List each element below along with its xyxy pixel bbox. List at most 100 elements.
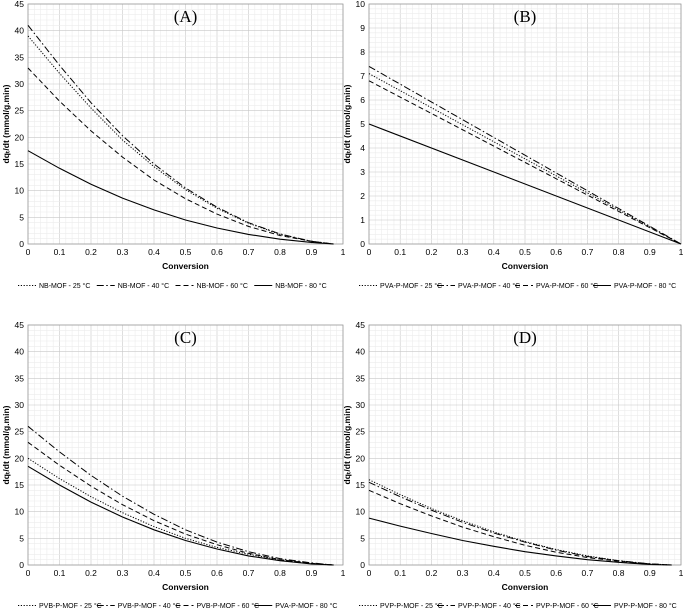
y-tick-label: 0 — [19, 560, 24, 570]
series-line-2 — [27, 24, 334, 245]
x-tick-label: 0.7 — [243, 247, 255, 257]
x-axis-title: Conversion — [162, 261, 209, 271]
y-tick-label: 0 — [360, 239, 365, 249]
x-tick-label: 0.7 — [581, 247, 593, 257]
y-tick-label: 40 — [356, 347, 366, 357]
x-tick-label: 0.7 — [243, 568, 255, 578]
legend-label: PVP-P-MOF - 80 °C — [614, 602, 677, 610]
y-tick-label: 6 — [360, 95, 365, 105]
y-tick-label: 30 — [15, 400, 25, 410]
y-tick-label: 5 — [19, 533, 24, 543]
x-tick-label: 0.2 — [425, 568, 437, 578]
x-tick-label: 0.5 — [519, 247, 531, 257]
x-tick-label: 1 — [341, 247, 346, 257]
y-tick-label: 5 — [19, 212, 24, 222]
plot-area-frame — [368, 324, 682, 566]
legend-label: PVB-P-MOF - 25 °C — [39, 602, 102, 610]
series-line-1 — [368, 73, 682, 245]
y-tick-label: 7 — [360, 71, 365, 81]
y-tick-label: 15 — [356, 480, 366, 490]
x-tick-label: 0.9 — [306, 568, 318, 578]
y-tick-label: 10 — [356, 0, 366, 9]
y-tick-label: 45 — [15, 0, 25, 9]
y-tick-label: 30 — [15, 79, 25, 89]
series-line-1 — [27, 35, 334, 245]
y-tick-label: 20 — [15, 453, 25, 463]
x-tick-label: 0.2 — [425, 247, 437, 257]
y-tick-label: 2 — [360, 191, 365, 201]
x-tick-label: 0 — [367, 568, 372, 578]
legend-label: NB-MOF - 80 °C — [275, 282, 326, 290]
x-tick-label: 0.1 — [394, 247, 406, 257]
x-tick-label: 0.1 — [54, 568, 66, 578]
panel-label: (D) — [513, 328, 537, 347]
x-tick-label: 0.4 — [148, 247, 160, 257]
y-tick-label: 35 — [15, 373, 25, 383]
y-tick-label: 20 — [356, 453, 366, 463]
x-tick-label: 0 — [26, 568, 31, 578]
y-axis-title: dqₜ/dt (mmol/g.min) — [1, 405, 11, 484]
legend-label: PVA-P-MOF - 40 °C — [458, 282, 520, 290]
series-line-3 — [27, 67, 334, 245]
y-axis-title: dqₜ/dt (mmol/g.min) — [342, 405, 352, 484]
x-tick-label: 0.4 — [488, 247, 500, 257]
x-tick-label: 0.6 — [211, 247, 223, 257]
x-tick-label: 1 — [679, 568, 684, 578]
x-tick-label: 0 — [367, 247, 372, 257]
panel-label: (C) — [174, 328, 197, 347]
legend-label: NB-MOF - 25 °C — [39, 282, 90, 290]
legend-label: PVA-P-MOF - 80 °C — [275, 602, 337, 610]
x-tick-label: 0.4 — [148, 568, 160, 578]
x-tick-label: 0.4 — [488, 568, 500, 578]
x-tick-label: 0.8 — [613, 247, 625, 257]
series-line-4 — [368, 123, 682, 245]
chart-panel-d: 0 0.1 0.2 0.3 0.4 0.5 0.6 0.7 0.8 0.9 105101520253… — [342, 320, 684, 610]
y-tick-label: 10 — [15, 186, 25, 196]
x-tick-label: 0.6 — [550, 247, 562, 257]
x-tick-label: 0.5 — [519, 568, 531, 578]
y-tick-label: 3 — [360, 167, 365, 177]
x-tick-label: 0.3 — [457, 568, 469, 578]
x-tick-label: 1 — [341, 568, 346, 578]
y-tick-label: 45 — [356, 320, 366, 330]
panel-label: (B) — [514, 7, 537, 26]
y-tick-label: 35 — [356, 373, 366, 383]
legend-label: PVB-P-MOF - 60 °C — [197, 602, 260, 610]
y-tick-label: 25 — [15, 106, 25, 116]
legend-label: PVB-P-MOF - 40 °C — [118, 602, 181, 610]
x-axis-title: Conversion — [502, 261, 549, 271]
x-tick-label: 0.3 — [117, 568, 129, 578]
series-line-3 — [368, 80, 682, 245]
legend-label: NB-MOF - 40 °C — [118, 282, 169, 290]
series-line-2 — [368, 65, 682, 245]
chart-panel-c: 0 0.1 0.2 0.3 0.4 0.5 0.6 0.7 0.8 0.9 105101520253… — [1, 320, 346, 610]
x-tick-label: 0.9 — [644, 247, 656, 257]
y-tick-label: 45 — [15, 320, 25, 330]
y-tick-label: 5 — [360, 533, 365, 543]
series-line-1 — [27, 457, 334, 566]
y-tick-label: 4 — [360, 143, 365, 153]
x-tick-label: 0.2 — [85, 568, 97, 578]
x-tick-label: 0.8 — [274, 568, 286, 578]
y-tick-label: 15 — [15, 159, 25, 169]
y-axis-title: dqₜ/dt (mmol/g.min) — [342, 84, 352, 163]
x-tick-label: 0 — [26, 247, 31, 257]
legend-label: PVP-P-MOF - 60 °C — [536, 602, 599, 610]
series-line-2 — [27, 425, 334, 566]
x-tick-label: 0.2 — [85, 247, 97, 257]
chart-panel-b: 0 0.1 0.2 0.3 0.4 0.5 0.6 0.7 0.8 0.9 101234567891… — [342, 0, 684, 290]
y-tick-label: 0 — [19, 239, 24, 249]
y-tick-label: 20 — [15, 132, 25, 142]
plot-area-frame — [27, 3, 344, 245]
chart-panel-a: 0 0.1 0.2 0.3 0.4 0.5 0.6 0.7 0.8 0.9 105101520253… — [1, 0, 346, 290]
legend-label: PVA-P-MOF - 60 °C — [536, 282, 598, 290]
x-axis-title: Conversion — [502, 582, 549, 592]
panel-label: (A) — [174, 7, 198, 26]
series-line-2 — [368, 481, 672, 566]
y-tick-label: 8 — [360, 47, 365, 57]
x-tick-label: 0.1 — [54, 247, 66, 257]
x-tick-label: 0.1 — [394, 568, 406, 578]
y-axis-title: dqₜ/dt (mmol/g.min) — [1, 84, 11, 163]
series-line-4 — [27, 465, 334, 566]
